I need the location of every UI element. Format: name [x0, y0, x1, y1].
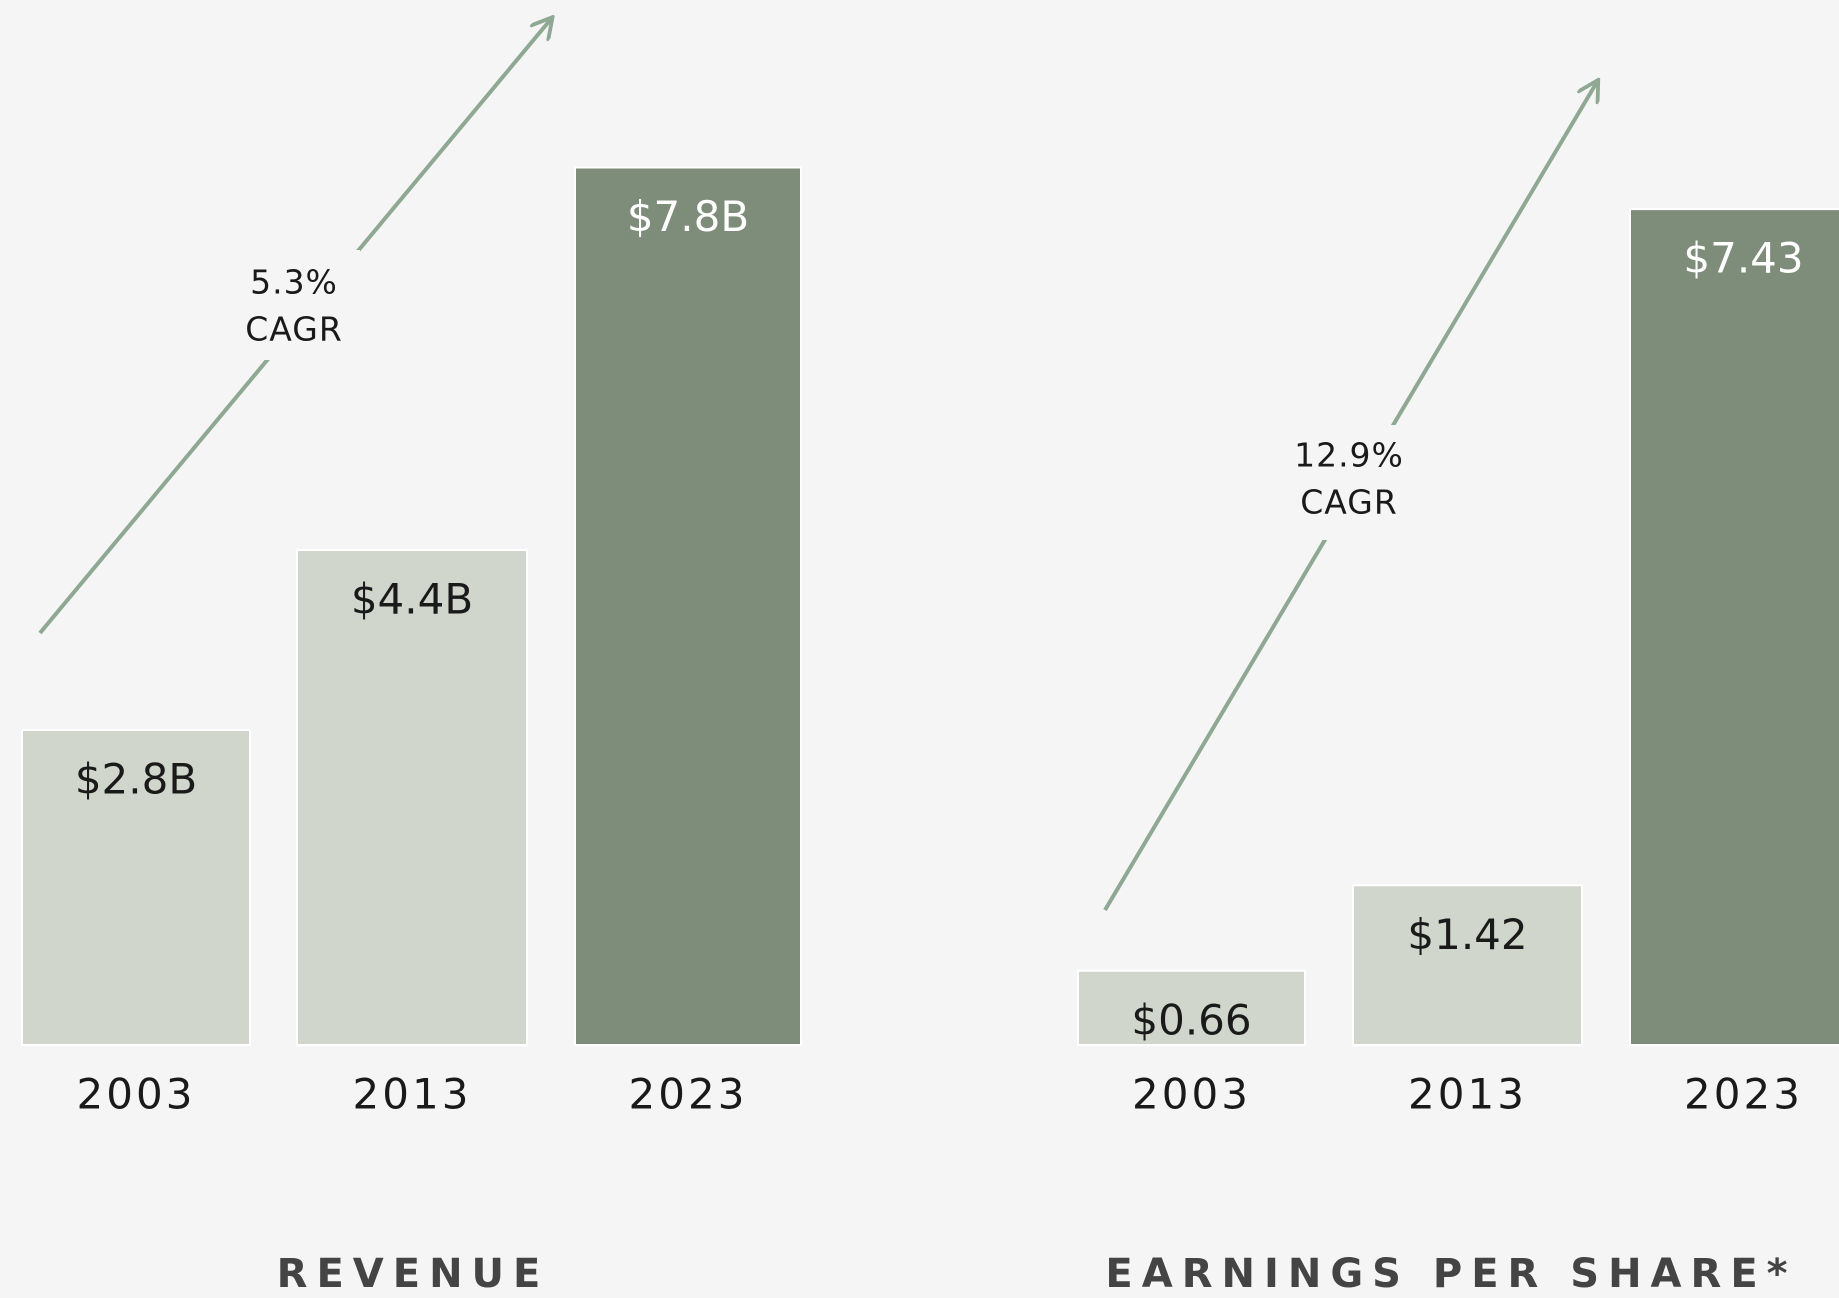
- annotation: 5.3%: [250, 263, 338, 302]
- bar: [1352, 884, 1583, 1046]
- bar: [296, 549, 528, 1046]
- value-label: $7.43: [1683, 234, 1803, 283]
- value-label: $2.8B: [75, 755, 197, 804]
- value-label: $7.8B: [627, 192, 749, 241]
- value-label: $4.4B: [351, 575, 473, 624]
- annotation-background: [1280, 425, 1420, 540]
- x-tick-label: 2003: [1132, 1070, 1251, 1119]
- annotation: CAGR: [245, 310, 343, 349]
- bar: [574, 166, 802, 1046]
- chart-title: EARNINGS PER SHARE*: [1105, 1251, 1796, 1297]
- bar: [21, 729, 251, 1046]
- value-label: $0.66: [1131, 995, 1251, 1044]
- annotation: CAGR: [1300, 483, 1398, 522]
- x-tick-label: 2023: [629, 1070, 748, 1119]
- x-tick-label: 2013: [353, 1070, 472, 1119]
- annotation: 12.9%: [1294, 436, 1404, 475]
- bar: [1077, 969, 1306, 1046]
- bar: [1629, 208, 1839, 1046]
- x-tick-label: 2013: [1408, 1070, 1527, 1119]
- x-tick-label: 2003: [77, 1070, 196, 1119]
- value-label: $1.42: [1407, 910, 1527, 959]
- chart-title: REVENUE: [277, 1251, 550, 1297]
- annotation-background: [230, 250, 360, 360]
- x-tick-label: 2023: [1684, 1070, 1803, 1119]
